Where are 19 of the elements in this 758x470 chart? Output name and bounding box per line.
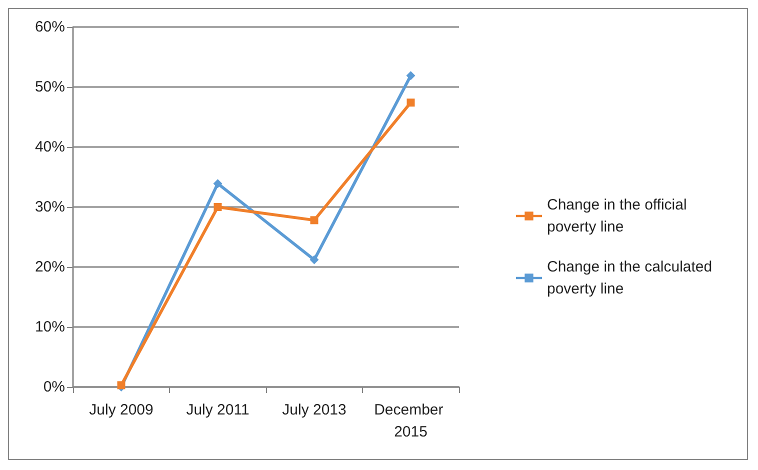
point xyxy=(310,255,319,264)
y-tick-label: 30% xyxy=(34,198,65,216)
y-tick-label: 10% xyxy=(34,318,65,336)
point xyxy=(310,216,318,224)
x-tick-label: July 2009 xyxy=(89,402,154,418)
x-tick-label: December 2015 xyxy=(374,402,448,440)
legend-label: Change in the official poverty line xyxy=(547,196,691,236)
point xyxy=(406,71,416,80)
y-tick-label: 50% xyxy=(34,78,65,96)
y-tick-label: 60% xyxy=(34,18,65,36)
point xyxy=(213,179,222,188)
point xyxy=(406,98,415,107)
legend-label: Change in the calculated poverty line xyxy=(547,258,716,298)
y-tick-label: 40% xyxy=(34,138,65,156)
x-tick-label: July 2013 xyxy=(282,402,346,418)
y-tick-label: 20% xyxy=(34,258,65,276)
x-tick-label: July 2011 xyxy=(186,402,250,418)
point xyxy=(214,203,222,211)
y-tick-label: 0% xyxy=(43,378,65,396)
